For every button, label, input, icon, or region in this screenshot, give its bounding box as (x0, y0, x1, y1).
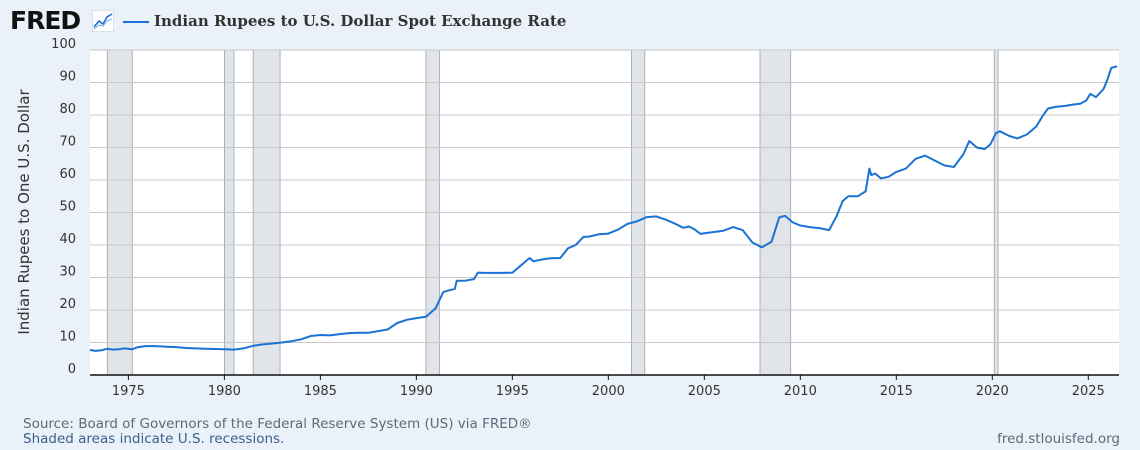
x-tick-label: 2020 (976, 384, 1009, 399)
y-tick-label: 30 (59, 265, 76, 280)
x-tick-label: 2000 (592, 384, 625, 399)
chart: 0 10 20 30 40 50 60 70 80 90 100 1975 1980 1985 1990 1… (15, 37, 1119, 399)
line-chart-icon (92, 10, 114, 32)
fred-logo[interactable]: FRED (10, 6, 81, 35)
x-tick-label: 1990 (400, 384, 433, 399)
y-tick-label: 40 (59, 232, 76, 247)
y-axis-label: Indian Rupees to One U.S. Dollar (15, 89, 33, 335)
chart-header: FRED Indian Rupees to U.S. Dollar Spot E… (10, 6, 910, 36)
series-line (89, 65, 1118, 352)
x-tick-label: 2010 (784, 384, 817, 399)
y-tick-label: 100 (51, 37, 76, 52)
y-tick-label: 20 (59, 297, 76, 312)
chart-title: Indian Rupees to U.S. Dollar Spot Exchan… (154, 12, 567, 30)
x-tick-label: 1975 (112, 384, 145, 399)
x-tick-label: 2015 (880, 384, 913, 399)
legend-line-swatch (123, 21, 149, 23)
x-tick-label: 2005 (688, 384, 721, 399)
y-tick-label: 80 (59, 102, 76, 117)
y-tick-label: 10 (59, 330, 76, 345)
recession-note: Shaded areas indicate U.S. recessions. (23, 431, 285, 447)
x-tick-label: 1985 (304, 384, 337, 399)
y-tick-label: 70 (59, 135, 76, 150)
y-tick-label: 50 (59, 200, 76, 215)
y-tick-label: 90 (59, 70, 76, 85)
x-tick-label: 1980 (208, 384, 241, 399)
y-tick-label: 0 (68, 362, 76, 377)
y-tick-label: 60 (59, 167, 76, 182)
x-tick-label: 2025 (1072, 384, 1105, 399)
site-url[interactable]: fred.stlouisfed.org (997, 431, 1120, 447)
x-tick-label: 1995 (496, 384, 529, 399)
source-note: Source: Board of Governors of the Federa… (23, 416, 532, 432)
